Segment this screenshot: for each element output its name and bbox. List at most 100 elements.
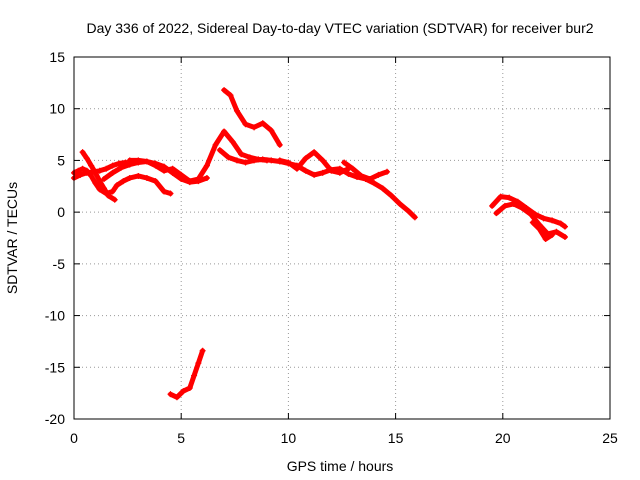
data-point — [135, 157, 142, 164]
axis-ticks: 0 5 10 15 20 25 -20 -15 -10 -5 0 5 10 15 — [45, 49, 618, 446]
series-trace — [221, 87, 283, 148]
y-tick-label: -10 — [45, 308, 65, 324]
data-point — [536, 225, 543, 232]
series-arc-10 — [167, 347, 206, 401]
series-arc-9 — [341, 159, 391, 183]
series-trace — [530, 220, 555, 242]
data-point — [238, 151, 245, 158]
data-point — [103, 165, 110, 172]
data-point — [152, 178, 159, 185]
data-point — [83, 155, 90, 162]
data-point — [120, 178, 127, 185]
data-point — [75, 167, 82, 174]
data-point — [167, 190, 174, 197]
data-point — [561, 223, 568, 230]
data-point — [143, 158, 150, 165]
data-point — [161, 188, 168, 195]
data-point — [79, 165, 86, 172]
x-tick-label: 15 — [388, 430, 404, 446]
data-point — [113, 182, 120, 189]
data-point — [553, 228, 560, 235]
data-point — [497, 193, 504, 200]
y-tick-label: -5 — [53, 256, 66, 272]
data-point — [366, 176, 373, 183]
data-point — [203, 175, 210, 182]
data-point — [259, 120, 266, 127]
data-point — [109, 162, 116, 169]
data-point — [195, 176, 202, 183]
data-point — [549, 231, 556, 238]
data-point — [336, 169, 343, 176]
data-point — [173, 394, 180, 401]
data-point — [135, 172, 142, 179]
data-point — [489, 202, 496, 209]
y-tick-label: -15 — [45, 359, 65, 375]
data-point — [519, 205, 526, 212]
data-point — [109, 188, 116, 195]
data-point — [302, 167, 309, 174]
data-point — [358, 172, 365, 179]
y-tick-label: 0 — [57, 204, 65, 220]
data-point — [529, 219, 536, 226]
y-axis-label: SDTVAR / TECUs — [4, 182, 20, 294]
x-tick-label: 10 — [281, 430, 297, 446]
series-arc-7 — [221, 87, 283, 148]
data-point — [549, 217, 556, 224]
data-point — [384, 168, 391, 175]
data-point — [101, 185, 108, 192]
data-point — [105, 192, 112, 199]
x-axis-label: GPS time / hours — [287, 458, 394, 474]
data-point — [557, 220, 564, 227]
data-point — [221, 128, 228, 135]
data-point — [96, 178, 103, 185]
data-point — [259, 156, 266, 163]
data-point — [212, 141, 219, 148]
data-point — [186, 178, 193, 185]
data-point — [268, 157, 275, 164]
data-point — [161, 167, 168, 174]
data-point — [371, 180, 378, 187]
data-point — [88, 162, 95, 169]
data-point — [302, 155, 309, 162]
data-point — [542, 236, 549, 243]
data-point — [506, 194, 513, 201]
series-arc-6 — [216, 147, 418, 221]
data-point — [79, 149, 86, 156]
data-point — [77, 171, 84, 178]
data-point — [510, 200, 517, 207]
data-point — [242, 121, 249, 128]
y-tick-label: 5 — [57, 152, 65, 168]
data-point — [311, 149, 318, 156]
data-point — [349, 165, 356, 172]
data-point — [122, 159, 129, 166]
y-tick-label: -20 — [45, 411, 65, 427]
data-point — [191, 372, 198, 379]
data-point — [143, 175, 150, 182]
data-point — [375, 171, 382, 178]
y-tick-label: 15 — [49, 49, 65, 65]
data-series — [71, 87, 568, 401]
data-point — [221, 87, 228, 94]
x-tick-label: 25 — [602, 430, 618, 446]
data-point — [101, 176, 108, 183]
series-trace — [489, 194, 568, 230]
data-point — [195, 360, 202, 367]
series-trace — [217, 147, 418, 220]
data-point — [203, 162, 210, 169]
data-point — [293, 165, 300, 172]
x-tick-label: 0 — [70, 430, 78, 446]
x-tick-label: 20 — [495, 430, 511, 446]
data-point — [169, 165, 176, 172]
data-point — [242, 159, 249, 166]
data-point — [96, 167, 103, 174]
data-point — [285, 159, 292, 166]
data-point — [233, 157, 240, 164]
grid-lines — [74, 57, 610, 419]
data-point — [405, 208, 412, 215]
data-point — [493, 210, 500, 217]
data-point — [126, 157, 133, 164]
data-point — [229, 138, 236, 145]
series-arc-5 — [126, 128, 270, 185]
data-point — [388, 192, 395, 199]
